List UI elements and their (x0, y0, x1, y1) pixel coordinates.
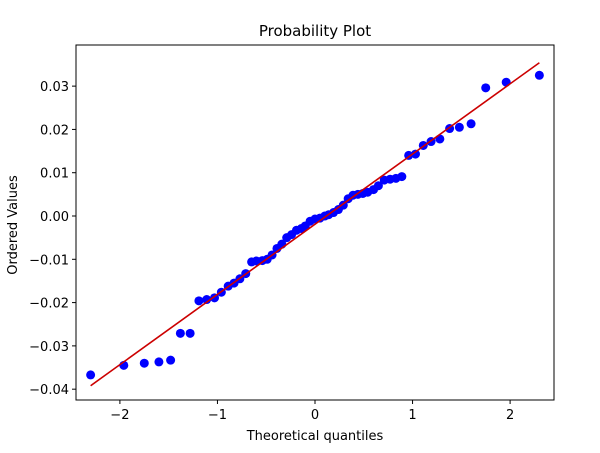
data-point (202, 295, 212, 305)
fit-line (90, 62, 540, 387)
data-point (175, 328, 185, 338)
data-point (185, 328, 195, 338)
data-point (166, 355, 176, 365)
data-point (139, 358, 149, 368)
data-point (454, 122, 464, 132)
x-tick-label: 1 (408, 408, 416, 423)
data-point (410, 149, 420, 159)
y-tick-label: −0.01 (29, 253, 69, 268)
y-tick-label: −0.02 (29, 297, 69, 312)
fit-line-layer (90, 62, 540, 387)
watermark-text: 知乎 @飞时过 (481, 419, 576, 437)
data-point (534, 70, 544, 80)
y-tick-label: −0.03 (29, 340, 69, 355)
data-point (397, 172, 407, 182)
data-point (154, 357, 164, 367)
x-axis-label: Theoretical quantiles (246, 429, 384, 444)
data-point (466, 119, 476, 129)
y-axis-label: Ordered Values (6, 175, 21, 275)
data-point (373, 181, 383, 191)
x-tick-label: 0 (311, 408, 319, 423)
x-axis-ticks: −2 −1 0 1 2 (110, 400, 514, 423)
y-tick-label: 0.00 (40, 210, 69, 225)
data-point (194, 296, 204, 306)
data-points (86, 70, 544, 380)
y-tick-label: −0.04 (29, 383, 69, 398)
y-tick-label: 0.02 (40, 123, 69, 138)
y-axis-ticks: −0.04 −0.03 −0.02 −0.01 0.00 0.01 0.02 0.03 (29, 80, 76, 398)
x-tick-label: 2 (506, 408, 514, 423)
plot-area (86, 62, 544, 387)
y-tick-label: 0.03 (40, 80, 69, 95)
data-point (501, 77, 511, 87)
chart-title: Probability Plot (259, 22, 371, 40)
data-point (481, 83, 491, 93)
data-point (86, 370, 96, 380)
y-tick-label: 0.01 (40, 167, 69, 182)
x-tick-label: −2 (110, 408, 129, 423)
x-tick-label: −1 (208, 408, 227, 423)
